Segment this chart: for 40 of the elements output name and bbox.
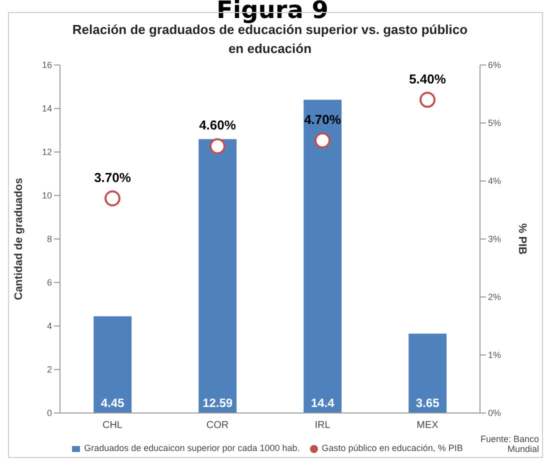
x-tick-label: MEX	[416, 420, 439, 432]
bar	[408, 334, 447, 413]
y2-axis-title: % PIB	[516, 223, 528, 255]
source-note: Fuente: Banco Mundial	[479, 434, 539, 454]
y2-tick-label: 0%	[488, 408, 502, 418]
y-tick-label: 16	[42, 60, 52, 70]
y-tick-label: 4	[46, 321, 52, 332]
bar	[94, 316, 132, 413]
y2-tick-label: 5%	[488, 118, 502, 128]
x-tick-label: CHL	[102, 420, 123, 432]
data-label: 12.59	[202, 396, 233, 410]
data-label: 5.40%	[409, 71, 446, 86]
y-tick-label: 10	[42, 190, 52, 201]
y-tick-label: 0	[46, 408, 52, 418]
y-axis-title: Cantidad de graduados	[12, 178, 25, 300]
y2-tick-label: 2%	[488, 292, 502, 302]
point	[210, 138, 226, 154]
y-tick-label: 14	[42, 104, 52, 114]
chart-subtitle: Relación de graduados de educación superior vs. gasto público en educación	[71, 22, 469, 58]
data-label: 3.70%	[94, 170, 132, 185]
x-tick-label: COR	[206, 420, 229, 432]
legend-label: Graduados de educaicon superior por cada 1000 hab.	[84, 443, 300, 453]
y-tick-label: 12	[42, 147, 52, 158]
y-tick-label: 2	[46, 364, 52, 375]
bar	[304, 100, 342, 413]
y2-tick-label: 4%	[488, 176, 502, 186]
point	[314, 132, 330, 148]
y2-tick-label: 6%	[488, 60, 502, 70]
legend-label: Gasto público en educación, % PIB	[322, 443, 463, 453]
data-label: 14.4	[310, 396, 335, 410]
data-label: 3.65	[416, 396, 440, 410]
x-tick-label: IRL	[314, 420, 331, 432]
y-tick-label: 8	[46, 234, 52, 244]
y2-tick-label: 3%	[488, 234, 502, 244]
data-label: 4.45	[100, 396, 125, 410]
bar	[198, 139, 237, 413]
y2-tick-label: 1%	[488, 350, 502, 360]
data-label: 4.60%	[199, 118, 236, 133]
y-tick-label: 6	[46, 278, 52, 288]
data-label: 4.70%	[304, 112, 342, 127]
